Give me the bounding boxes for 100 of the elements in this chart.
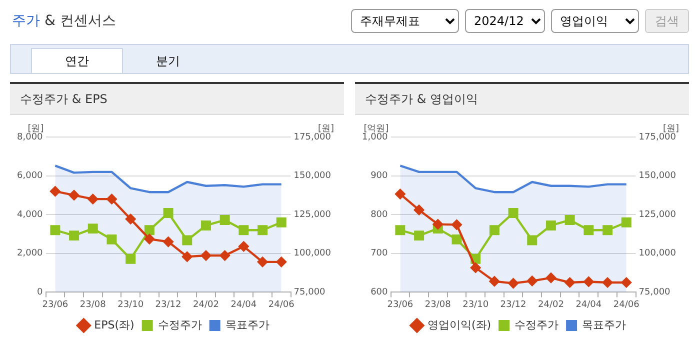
point bbox=[546, 272, 556, 283]
legend-label: 영업이익(좌) bbox=[427, 318, 492, 332]
point bbox=[50, 186, 60, 196]
x-tick-label: 24/02 bbox=[538, 300, 564, 310]
point bbox=[220, 215, 230, 226]
y-tick-label: 700 bbox=[370, 248, 388, 259]
point bbox=[621, 217, 632, 228]
point bbox=[564, 215, 575, 226]
point bbox=[88, 194, 98, 204]
point bbox=[414, 230, 424, 241]
point bbox=[238, 241, 249, 252]
point bbox=[163, 236, 174, 247]
point bbox=[200, 220, 211, 230]
x-tick-label: 23/06 bbox=[42, 300, 68, 310]
y-tick-label: 4,000 bbox=[17, 210, 44, 220]
text: 영업이익 bbox=[551, 9, 639, 33]
legend-label: 목표주가 bbox=[582, 318, 626, 332]
point bbox=[414, 204, 424, 216]
point bbox=[126, 254, 136, 264]
point bbox=[489, 225, 500, 236]
point bbox=[257, 256, 268, 268]
point bbox=[182, 235, 192, 246]
point bbox=[470, 262, 481, 273]
y2-tick-label: 75,000 bbox=[294, 288, 326, 298]
x-tick-label: 24/06 bbox=[268, 300, 295, 310]
text: 분기 bbox=[155, 53, 181, 70]
point bbox=[144, 234, 155, 244]
point bbox=[163, 208, 174, 218]
legend-label: 수정주가 bbox=[158, 318, 202, 332]
legend-label: 수정주가 bbox=[514, 318, 559, 332]
point bbox=[258, 225, 268, 236]
point bbox=[546, 220, 556, 230]
point bbox=[276, 217, 286, 228]
x-tick-label: 23/06 bbox=[387, 300, 414, 310]
y2-tick-label: 75,000 bbox=[638, 288, 671, 298]
chart-title: 수정주가 & EPS bbox=[10, 84, 344, 115]
text: 검색 bbox=[645, 9, 689, 33]
y2-tick-label: 125,000 bbox=[294, 210, 332, 220]
point bbox=[584, 225, 594, 236]
y-tick-label: 800 bbox=[370, 210, 388, 220]
point bbox=[527, 276, 538, 286]
point bbox=[125, 214, 136, 224]
x-tick-label: 23/10 bbox=[118, 300, 144, 310]
point bbox=[602, 225, 612, 236]
x-tick-label: 23/10 bbox=[462, 300, 489, 310]
y-tick-label: 900 bbox=[370, 171, 388, 182]
y-tick-label: 1,000 bbox=[362, 132, 388, 142]
point bbox=[69, 230, 80, 241]
y-axis-title: [억원] bbox=[364, 124, 389, 134]
point bbox=[395, 225, 406, 236]
point bbox=[144, 225, 154, 236]
x-tick-label: 23/08 bbox=[424, 300, 452, 310]
text: 주재무제표 bbox=[351, 9, 459, 33]
x-tick-label: 24/04 bbox=[576, 300, 602, 310]
y2-axis-title: [원] bbox=[318, 124, 334, 134]
point bbox=[276, 256, 286, 268]
y2-tick-label: 100,000 bbox=[638, 248, 676, 259]
y2-tick-label: 175,000 bbox=[638, 132, 676, 142]
y-tick-label: 6,000 bbox=[17, 171, 44, 182]
point bbox=[238, 225, 249, 236]
y2-tick-label: 150,000 bbox=[638, 171, 676, 182]
point bbox=[602, 277, 613, 288]
point bbox=[88, 224, 98, 234]
text: 주가 & 컨센서스 bbox=[12, 13, 116, 29]
x-tick-label: 24/06 bbox=[613, 300, 640, 310]
point bbox=[220, 250, 230, 261]
point bbox=[200, 250, 212, 261]
y-axis-title: [원] bbox=[28, 124, 44, 134]
x-tick-label: 23/08 bbox=[80, 300, 106, 310]
point bbox=[106, 194, 117, 204]
point bbox=[527, 235, 538, 246]
point bbox=[452, 234, 462, 244]
x-tick-label: 23/12 bbox=[500, 300, 526, 310]
point bbox=[432, 219, 443, 230]
legend-label: EPS(좌) bbox=[94, 318, 134, 332]
y-tick-label: 0 bbox=[37, 288, 44, 298]
point bbox=[489, 276, 500, 286]
point bbox=[106, 234, 117, 244]
text: 연간 bbox=[31, 48, 123, 73]
y2-axis-title: [원] bbox=[662, 124, 679, 134]
point bbox=[50, 225, 60, 236]
point bbox=[395, 188, 406, 200]
x-tick-label: 24/04 bbox=[230, 300, 257, 310]
point bbox=[584, 276, 594, 287]
point bbox=[508, 278, 518, 288]
y-tick-label: 8,000 bbox=[17, 132, 44, 142]
point bbox=[68, 190, 80, 200]
point bbox=[452, 220, 462, 230]
y2-tick-label: 150,000 bbox=[294, 171, 332, 182]
point bbox=[508, 208, 518, 218]
y2-tick-label: 100,000 bbox=[294, 248, 332, 259]
legend-label: 목표주가 bbox=[225, 318, 270, 332]
y-tick-label: 2,000 bbox=[17, 248, 44, 259]
point bbox=[182, 252, 192, 262]
x-tick-label: 23/12 bbox=[155, 300, 182, 310]
point bbox=[621, 277, 632, 288]
point bbox=[564, 277, 575, 288]
text: 2024/12 bbox=[465, 9, 545, 33]
y-tick-label: 600 bbox=[370, 288, 388, 298]
chart-title: 수정주가 & 영업이익 bbox=[355, 84, 689, 115]
